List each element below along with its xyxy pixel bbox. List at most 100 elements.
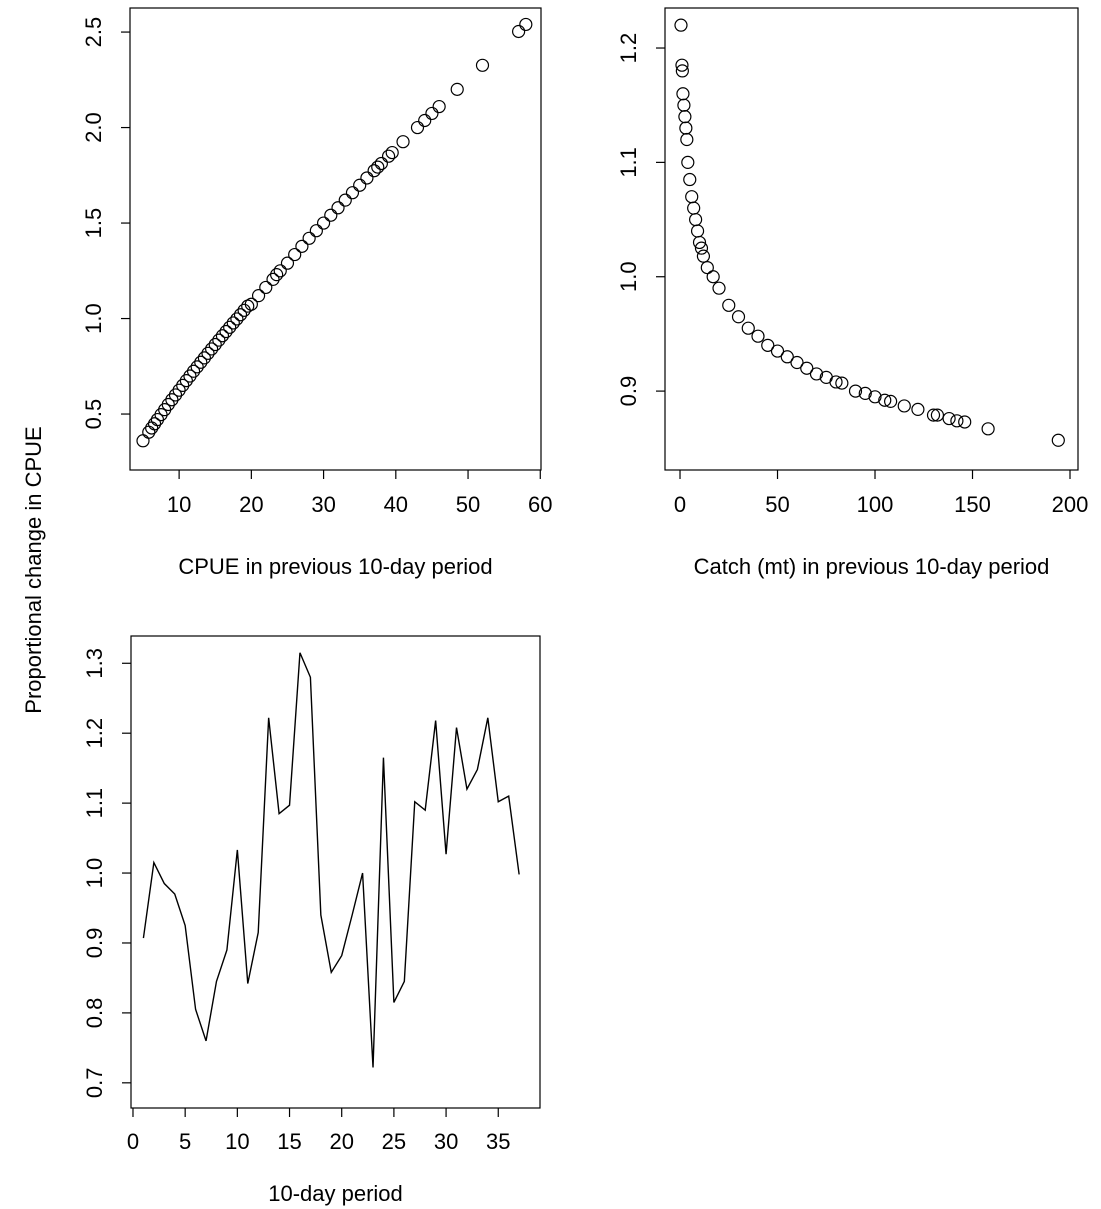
point	[197, 351, 211, 365]
plot-frame	[664, 7, 1079, 471]
x-tick-label: 0	[674, 492, 686, 517]
point	[681, 155, 695, 169]
point	[371, 160, 385, 174]
y-tick-label: 0.8	[82, 998, 107, 1029]
y-tick-label: 1.1	[616, 147, 641, 178]
point	[223, 320, 237, 334]
point	[930, 408, 945, 422]
point	[353, 178, 367, 192]
y-tick-label: 2.0	[81, 112, 106, 143]
point	[186, 364, 201, 378]
x-axis-label: Catch (mt) in previous 10-day period	[694, 554, 1050, 579]
point	[345, 186, 360, 200]
point	[450, 82, 464, 96]
point	[751, 329, 765, 343]
x-tick-label: 30	[311, 492, 335, 517]
point	[675, 58, 689, 72]
point	[396, 135, 410, 149]
point	[280, 256, 295, 270]
point	[432, 99, 446, 114]
point	[244, 297, 258, 311]
point	[790, 355, 804, 370]
point	[295, 239, 309, 253]
x-tick-label: 35	[486, 1129, 510, 1154]
point	[685, 190, 699, 204]
y-tick-label: 2.5	[81, 17, 106, 48]
point	[809, 367, 824, 381]
point	[251, 289, 266, 303]
x-tick-label: 60	[528, 492, 552, 517]
point	[136, 434, 150, 448]
y-tick-label: 1.5	[81, 208, 106, 239]
x-axis-label: 10-day period	[268, 1181, 403, 1206]
y-tick-label: 1.1	[82, 788, 107, 819]
x-tick-label: 20	[329, 1129, 353, 1154]
point	[690, 224, 705, 238]
point	[367, 164, 381, 178]
point	[677, 98, 691, 112]
y-tick-label: 0.9	[616, 376, 641, 407]
y-tick-label: 1.0	[82, 858, 107, 889]
point	[958, 415, 972, 429]
point	[741, 321, 755, 335]
point	[858, 386, 872, 400]
point	[179, 374, 193, 388]
line	[142, 652, 520, 1068]
point	[270, 268, 284, 282]
point	[208, 337, 222, 352]
point	[680, 132, 694, 147]
point	[259, 280, 273, 295]
x-tick-label: 100	[857, 492, 894, 517]
x-tick-label: 40	[384, 492, 408, 517]
point	[316, 216, 331, 230]
point	[418, 113, 432, 128]
point	[848, 384, 863, 398]
point	[676, 87, 690, 101]
x-tick-label: 15	[277, 1129, 301, 1154]
y-tick-label: 1.2	[616, 33, 641, 64]
point	[145, 421, 159, 435]
point	[674, 18, 688, 32]
point	[147, 417, 162, 431]
point	[226, 316, 240, 330]
point	[687, 201, 701, 215]
point	[288, 247, 302, 262]
x-tick-label: 10	[225, 1129, 249, 1154]
plot-frame	[130, 635, 541, 1109]
point	[689, 212, 703, 227]
point	[829, 375, 843, 389]
point	[692, 235, 707, 250]
y-axis-label: Proportional change in CPUE	[21, 426, 46, 713]
x-tick-label: 5	[179, 1129, 191, 1154]
point	[770, 344, 785, 358]
point	[780, 350, 794, 364]
point	[884, 394, 898, 408]
point	[878, 393, 892, 407]
x-axis-label: CPUE in previous 10-day period	[178, 554, 492, 579]
point	[374, 156, 388, 171]
x-tick-label: 0	[127, 1129, 139, 1154]
point	[675, 64, 689, 78]
point	[205, 342, 219, 356]
point	[1051, 433, 1065, 447]
point	[161, 397, 175, 412]
point	[519, 17, 533, 32]
point	[201, 346, 215, 360]
point	[950, 414, 964, 428]
point	[338, 193, 352, 207]
point	[700, 260, 714, 275]
x-tick-label: 50	[456, 492, 480, 517]
point	[324, 208, 338, 222]
point	[194, 355, 208, 369]
point	[233, 308, 248, 322]
y-tick-label: 1.2	[82, 718, 107, 749]
point	[679, 121, 693, 135]
x-tick-label: 150	[954, 492, 991, 517]
point	[475, 58, 490, 72]
point	[835, 376, 849, 390]
point	[761, 338, 775, 352]
point	[694, 241, 709, 255]
point	[385, 145, 399, 160]
point	[381, 149, 396, 163]
